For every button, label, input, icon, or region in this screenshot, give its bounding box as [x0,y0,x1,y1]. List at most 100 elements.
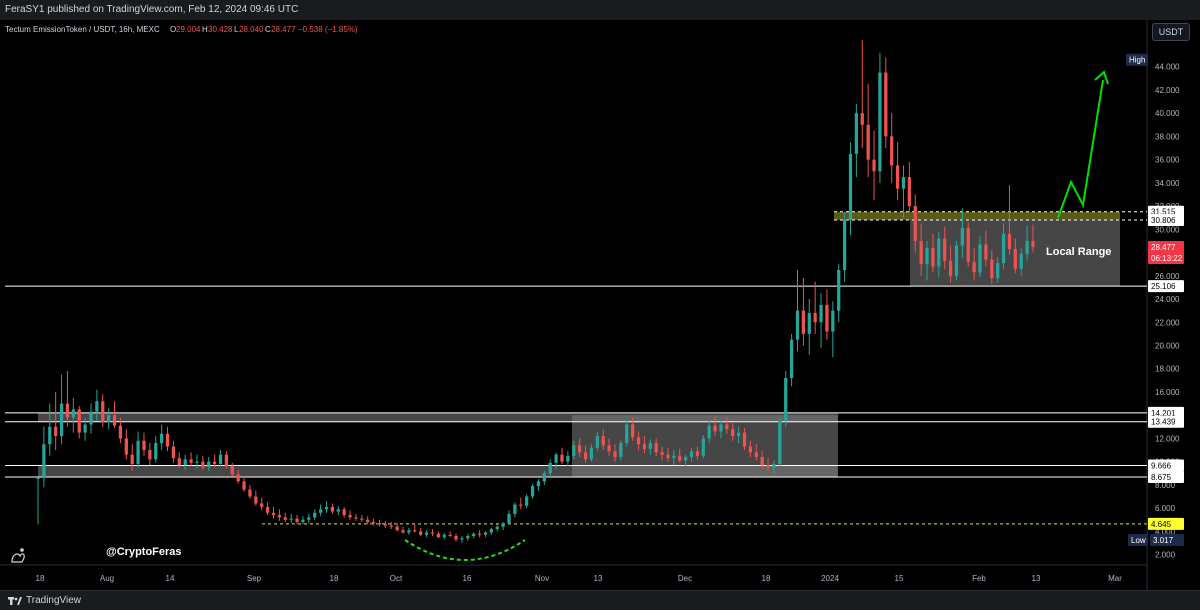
candle-body [625,424,629,444]
candles-layer [36,40,1035,543]
candle [778,417,782,467]
candle [472,532,476,539]
candle-body [183,459,187,466]
candle-body [336,509,340,512]
candle [501,522,505,531]
candle [177,452,181,468]
high-marker-text: High [1129,56,1145,65]
candle [842,211,847,282]
candle [48,403,52,456]
author-watermark: @CryptoFeras [106,546,182,558]
candle-body [83,424,87,433]
countdown-tag-text: 06:13:22 [1151,254,1183,263]
candle-body [466,535,470,539]
x-tick-label: 2024 [821,574,839,583]
candle-body [695,451,700,456]
candle [460,535,464,543]
candle [707,419,711,444]
candle [548,459,552,477]
candle-body [389,525,393,527]
candle-body [519,504,523,506]
candle [519,497,523,510]
candle [595,431,599,452]
y-tick-label: 36.000 [1155,156,1180,165]
candle [766,458,770,471]
candle-body [901,177,906,189]
candle [307,513,311,524]
candle-body [436,533,440,538]
candle [271,506,276,519]
candle [124,429,128,460]
candle-body [377,523,382,525]
candle [831,301,835,358]
candle-body [737,432,741,437]
candle [354,513,358,521]
candle-body [36,477,40,479]
level-price-tag: 4.645 [1148,517,1184,530]
candle-body [837,269,841,311]
candle-body [118,425,123,439]
x-tick-label: Feb [972,574,986,583]
candle [801,278,806,346]
candle [495,524,499,532]
y-tick-label: 12.000 [1155,434,1180,443]
tradingview-corner-icon [11,548,25,563]
candle-body [195,461,199,463]
candle [483,531,488,538]
candle-body [872,159,876,172]
candle-body [589,447,594,460]
candle-body [707,425,711,439]
candle-body [530,486,535,497]
candle [572,440,576,460]
candle [660,446,664,461]
candle [854,103,858,178]
candle [895,142,900,201]
level-price-tag-text: 4.645 [1151,520,1172,529]
candle [36,477,40,525]
candle [578,438,582,458]
candle-body [884,72,888,137]
candle [648,439,652,455]
candle-body [495,526,499,530]
legend-ohlc: O 29.004 H 30.428 L 28.040 C 28.477 −0.5… [170,25,358,34]
candle [583,445,588,463]
candle [283,512,287,523]
candlestick-chart[interactable]: Local Range 2.0004.0006.0008.00010.00012… [0,20,1200,590]
candle-body [631,424,635,438]
candle [860,40,864,149]
candle-body [136,440,140,464]
candle [719,420,723,439]
candle [107,408,111,430]
candle-body [789,339,794,379]
candle-body [895,165,900,189]
candle [978,236,982,277]
candle-body [719,424,723,432]
candle-body [595,436,599,448]
candle [248,484,252,499]
zone-rect [834,211,1120,221]
candle [825,289,829,340]
candle [401,526,405,534]
candle-body [407,530,411,533]
candle [136,431,140,468]
candle [654,438,658,456]
candle-body [919,240,923,265]
candle [589,444,594,462]
candle [148,443,152,466]
candle-body [960,228,964,246]
candle [289,513,293,524]
candle [265,502,270,516]
candle [318,504,323,517]
candle [383,520,387,528]
candle [907,161,911,212]
level-price-tag: 25.106 [1148,280,1184,293]
currency-button[interactable]: USDT [1152,23,1190,41]
candle [89,403,93,434]
x-tick-label: Sep [247,574,262,583]
candle [1013,238,1017,274]
candle [684,454,688,467]
candle [489,527,493,535]
candle-body [536,481,541,487]
zone-rect [38,412,838,423]
candle [789,333,794,387]
